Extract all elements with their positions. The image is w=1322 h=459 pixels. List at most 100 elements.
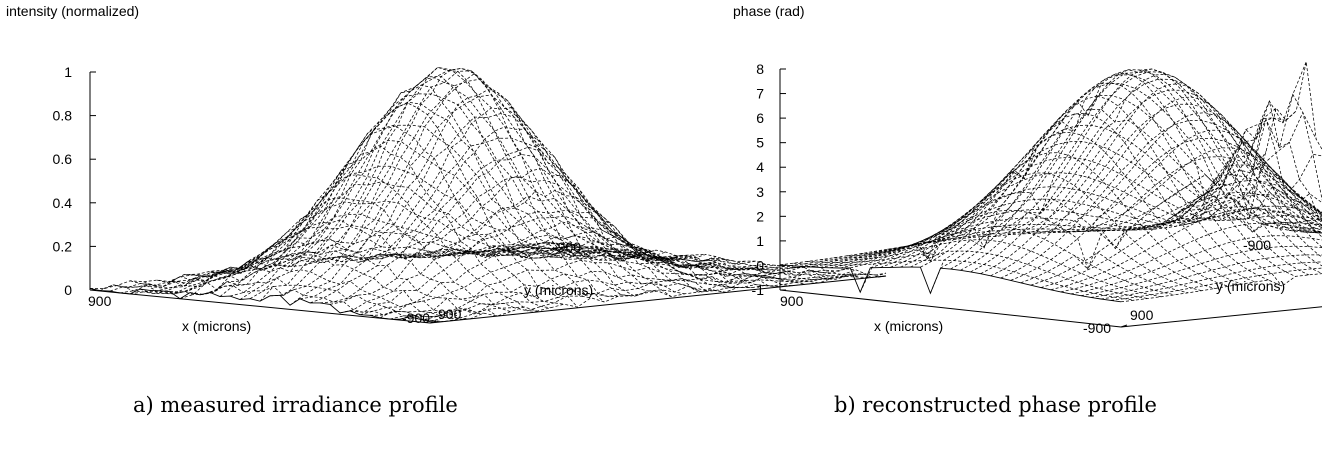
surface-mesh-line-v xyxy=(1128,215,1322,229)
surface-mesh-line-v xyxy=(130,267,471,320)
surface-mesh-line-v xyxy=(250,84,591,299)
surface-mesh-line-u xyxy=(359,234,817,316)
x-tick-900: 900 xyxy=(780,293,804,309)
surface-mesh-line-u xyxy=(810,151,1267,268)
phase-surface-plot: phase (rad) -1 0 1 2 3 4 5 6 7 8 900 -900 900 -90… xyxy=(733,3,1322,336)
surface-mesh-line-v xyxy=(967,69,1309,276)
surface-mesh-line-u xyxy=(990,103,1322,277)
x-axis-line xyxy=(89,289,431,324)
z-tick-label: 0.4 xyxy=(53,195,73,211)
surface-mesh-line-v xyxy=(806,250,1148,299)
surface-mesh-line-v xyxy=(344,126,685,295)
x-tick-minus-900: -900 xyxy=(1083,320,1111,336)
surface-mesh-line-v xyxy=(224,124,565,305)
surface-mesh-line-v xyxy=(1075,164,1322,233)
surface-mesh-line-v xyxy=(927,95,1269,281)
z-tick-labels: 0 0.2 0.4 0.6 0.8 1 xyxy=(53,64,73,298)
y-axis-line xyxy=(429,275,887,324)
surface-mesh-line-v xyxy=(425,231,766,286)
surface-mesh-line-v xyxy=(1182,141,1322,234)
x-tick-minus-900: -900 xyxy=(402,310,430,326)
surface-mesh-line-u xyxy=(1050,208,1322,291)
surface-mesh-line-v xyxy=(411,221,752,288)
surface-mesh-line-v xyxy=(532,242,873,278)
z-axis-label: phase (rad) xyxy=(733,3,805,19)
surface-mesh-line-v xyxy=(981,68,1322,274)
y-axis-label: y (microns) xyxy=(524,282,593,298)
surface-mesh-line-u xyxy=(419,273,877,321)
surface-mesh-line-u xyxy=(229,93,687,297)
surface-mesh-line-v xyxy=(1048,129,1322,234)
z-tick-labels: -1 0 1 2 3 4 5 6 7 8 xyxy=(752,61,765,298)
surface-mesh-line-v xyxy=(103,284,444,322)
surface-mesh-line-v xyxy=(277,66,618,297)
surface-mesh-line-v xyxy=(1061,147,1322,233)
surface-mesh-line-u xyxy=(1100,261,1322,300)
y-tick-900: 900 xyxy=(1130,307,1154,323)
surface-mesh-line-v xyxy=(1168,158,1322,232)
surface-mesh-line-u xyxy=(319,154,777,304)
surface-mesh-line-v xyxy=(1142,199,1322,233)
z-tick-label: 2 xyxy=(756,208,764,224)
surface-mesh-line-u xyxy=(209,124,667,293)
y-axis-line xyxy=(1120,306,1322,328)
surface-mesh-line-v xyxy=(519,245,860,278)
z-tick-label: 0 xyxy=(64,282,72,298)
surface-mesh-line-v xyxy=(860,192,1202,292)
surface-mesh-line-v xyxy=(847,209,1189,294)
surface-mesh-line-v xyxy=(317,89,658,292)
surface-mesh xyxy=(89,66,887,323)
surface-mesh-line-u xyxy=(789,206,1247,266)
surface-mesh-line-v xyxy=(385,189,726,293)
surface-mesh-line-u xyxy=(179,181,637,300)
surface-mesh-line-v xyxy=(873,172,1216,289)
surface-mesh-line-u xyxy=(389,268,847,320)
surface-mesh-line-v xyxy=(793,259,1135,301)
surface-mesh-line-v xyxy=(116,277,457,320)
surface-mesh-line-v xyxy=(210,145,551,309)
y-tick-minus-900: -900 xyxy=(1243,237,1271,253)
z-tick-label: 3 xyxy=(756,184,764,200)
surface-mesh-line-v xyxy=(1021,96,1322,248)
axes-box xyxy=(89,71,887,324)
surface-mesh-line-u xyxy=(339,195,797,314)
z-axis-label: intensity (normalized) xyxy=(6,3,139,19)
x-axis-label: x (microns) xyxy=(874,318,943,334)
surface-mesh-line-v xyxy=(264,77,605,303)
surface-mesh-line-u xyxy=(1120,273,1322,303)
surface-mesh-line-v xyxy=(478,247,819,284)
y-tick-mark xyxy=(877,275,887,278)
surface-mesh-line-v xyxy=(1034,112,1322,238)
surface-mesh-line-u xyxy=(219,101,677,297)
surface-mesh-line-v xyxy=(887,152,1229,287)
surface-mesh-line-u xyxy=(1070,235,1322,295)
surface-mesh-line-v xyxy=(940,82,1283,287)
irradiance-surface-plot: intensity (normalized) 0 0.2 0.4 0.6 0.8 1 90… xyxy=(6,3,887,334)
surface-mesh-line-u xyxy=(870,153,1322,269)
surface-mesh-line-u xyxy=(970,78,1322,273)
x-axis-line xyxy=(779,289,1122,328)
surface-mesh-line-v xyxy=(1235,61,1322,219)
surface-mesh-line-u xyxy=(1110,267,1322,301)
caption-a: a) measured irradiance profile xyxy=(133,393,458,417)
surface-mesh-line-u xyxy=(309,137,767,304)
surface-mesh-line-v xyxy=(545,242,887,276)
surface-mesh-line-v xyxy=(438,241,779,287)
caption-b: b) reconstructed phase profile xyxy=(834,393,1157,417)
surface-mesh-line-v xyxy=(183,197,524,308)
z-tick-label: 0.2 xyxy=(53,238,73,254)
x-axis-label: x (microns) xyxy=(182,318,251,334)
axes-box xyxy=(779,68,1322,328)
surface-mesh-line-v xyxy=(371,168,712,293)
surface-mesh-line-v xyxy=(197,174,538,312)
surface-mesh-line-v xyxy=(170,219,511,313)
surface-mesh-line-v xyxy=(779,264,1122,303)
surface-mesh-line-v xyxy=(1007,83,1322,258)
z-tick-label: 1 xyxy=(64,64,72,80)
y-tick-minus-900: -900 xyxy=(553,239,581,255)
surface-mesh-line-u xyxy=(930,74,1322,294)
surface-mesh-line-u xyxy=(369,247,827,316)
surface-mesh-line-v xyxy=(358,146,699,293)
surface-mesh-line-v xyxy=(1088,180,1322,232)
